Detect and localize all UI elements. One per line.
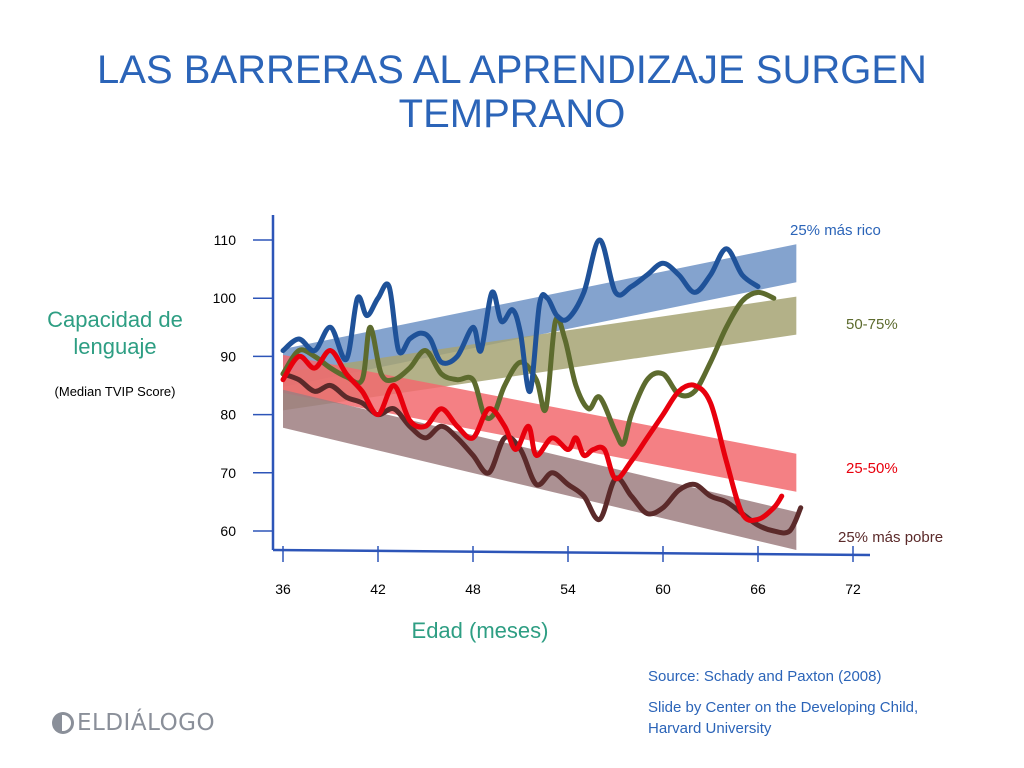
x-tick-label: 36 [275,581,291,597]
y-tick-label: 70 [220,465,236,481]
slide-title: LAS BARRERAS AL APRENDIZAJE SURGEN TEMPR… [97,48,927,136]
x-tick-label: 48 [465,581,481,597]
series-line-1 [280,237,761,394]
x-tick-label: 60 [655,581,671,597]
series-label-3: 25-50% [846,460,898,477]
y-tick-label: 110 [214,232,237,248]
y-tick-label: 90 [220,348,236,364]
logo-text: ELDIÁLOGO [77,710,216,736]
y-axis-label: Capacidad de lenguaje [47,307,183,359]
series-label-1: 25% más rico [790,222,881,239]
band-3 [283,354,797,492]
credit-note: Slide by Center on the Developing Child,… [648,699,919,737]
series-label-4: 25% más pobre [838,529,943,546]
x-tick-label: 42 [370,581,386,597]
y-tick-label: 60 [220,523,236,539]
series-label-2: 50-75% [846,316,898,333]
y-tick-label: 80 [220,407,236,423]
series-line-3 [280,348,785,524]
logo-icon [52,712,74,734]
source-note: Source: Schady and Paxton (2008) [648,668,882,685]
x-axis-label: Edad (meses) [411,618,549,643]
eldialogo-logo: ELDIÁLOGO [52,708,215,738]
y-tick-label: 100 [213,290,237,306]
y-axis-subtitle: (Median TVIP Score) [54,384,176,399]
x-tick-label: 66 [750,581,766,597]
x-axis-line [272,548,871,557]
x-tick-label: 54 [560,581,576,597]
x-tick-label: 72 [845,581,861,597]
